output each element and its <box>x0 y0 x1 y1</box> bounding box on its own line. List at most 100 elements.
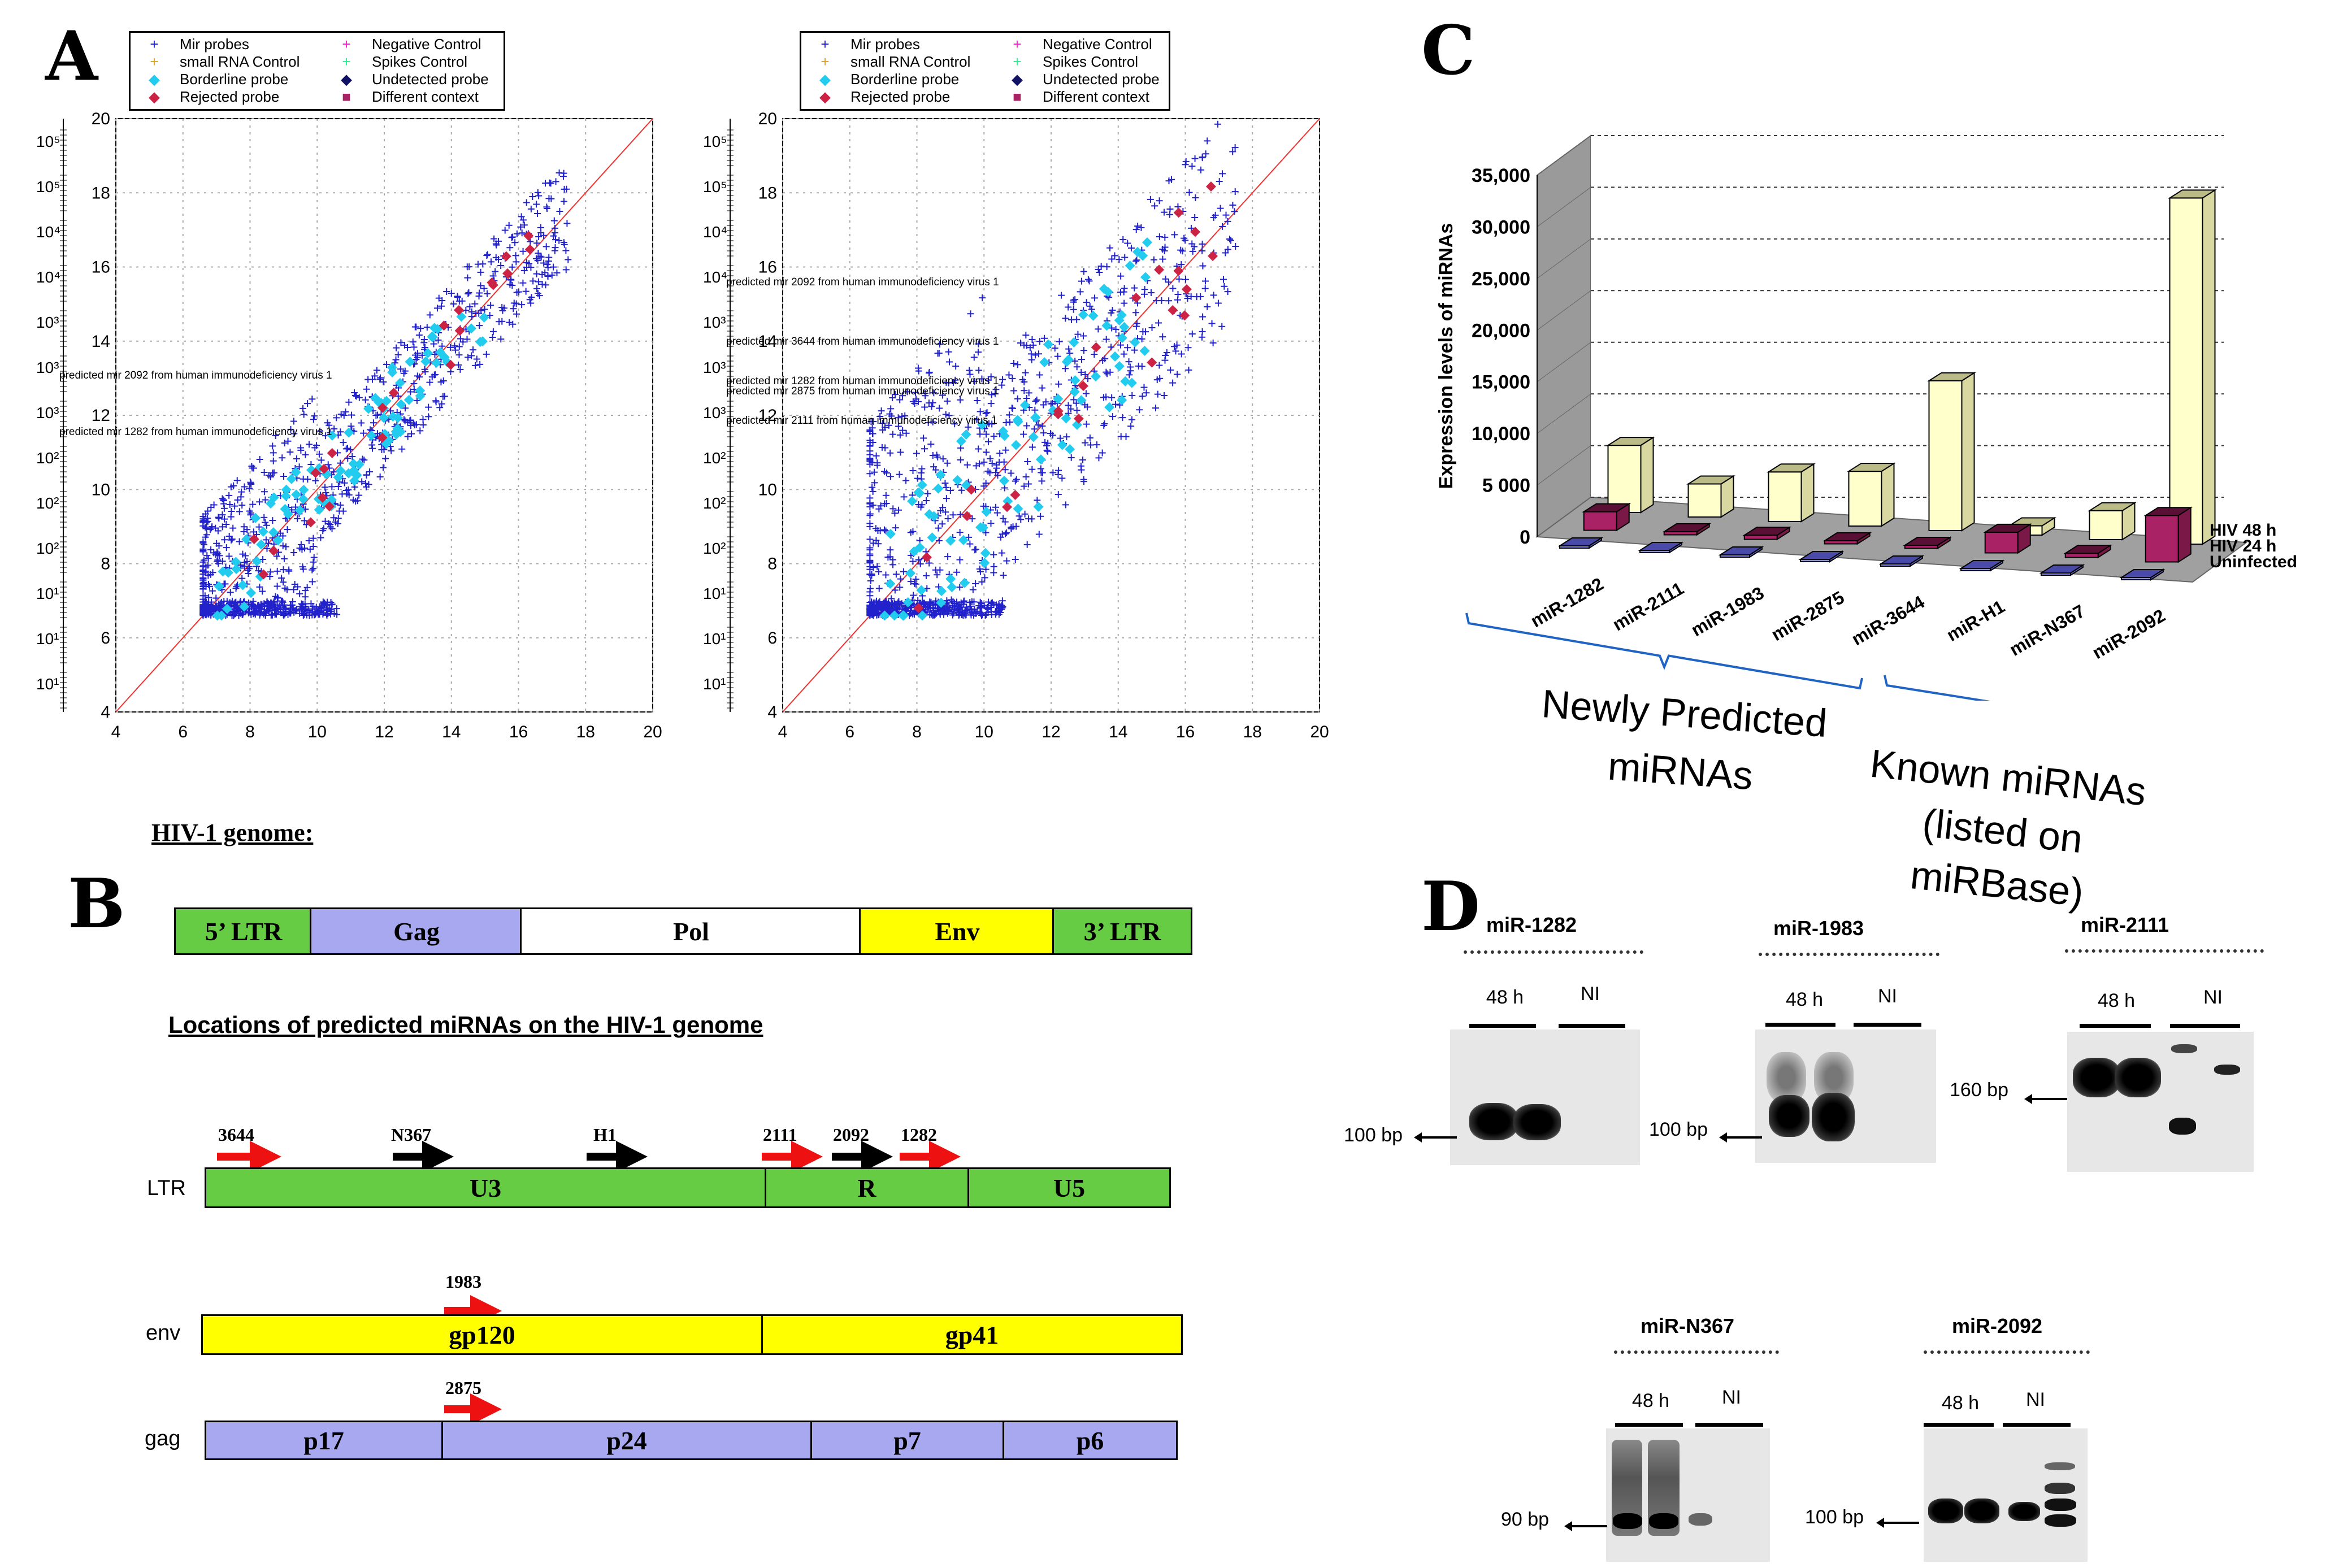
mir-probe-point <box>944 459 951 467</box>
mir-probe-point <box>393 344 400 351</box>
bar-hiv-48-h-mir-3644 <box>1928 380 1963 531</box>
mir-probe-point <box>246 565 253 572</box>
mir-probe-point <box>875 585 883 592</box>
rejected-probe-point <box>1078 381 1088 392</box>
mir-probe-point <box>949 611 956 619</box>
mir-probe-point <box>914 364 922 372</box>
mir-probe-point <box>279 542 287 550</box>
legend-symbol-icon: ■ <box>1013 88 1022 105</box>
mir-probe-point <box>267 568 274 576</box>
mir-probe-point <box>264 602 272 610</box>
legend-label: Different context <box>372 88 479 105</box>
mir-probe-point <box>199 585 207 592</box>
mir-probe-point <box>964 461 971 468</box>
bar-side-face <box>1961 372 1975 532</box>
x-tick-label: 14 <box>1109 723 1127 741</box>
log-tick-label: 10² <box>703 494 726 512</box>
mir-probe-point <box>489 334 496 341</box>
bar-hiv-24-h-mir-1282 <box>1583 511 1617 531</box>
mir-probe-point <box>210 549 218 557</box>
mir-probe-point <box>923 497 930 505</box>
lane-bar <box>1924 1423 1994 1427</box>
mir-probe-point <box>205 562 212 569</box>
mir-probe-point <box>371 372 379 380</box>
mir-probe-point <box>1080 347 1087 354</box>
mir-probe-point <box>340 439 347 446</box>
mir-probe-point <box>298 546 306 553</box>
x-tick-label: 20 <box>1310 723 1329 741</box>
mir-probe-point <box>523 199 530 206</box>
mir-probe-point <box>945 348 952 355</box>
lane-bar <box>1854 1023 1921 1027</box>
rejected-probe-point <box>502 268 513 279</box>
borderline-probe-point <box>1110 351 1121 362</box>
mir-probe-point <box>344 455 351 462</box>
mir-probe-point <box>238 575 246 582</box>
gel-image-mir-2111 <box>2067 1032 2254 1172</box>
mir-probe-point <box>518 301 526 309</box>
mir-probe-point <box>373 367 380 374</box>
mir-probe-point <box>481 306 488 313</box>
borderline-probe-point <box>1088 310 1099 321</box>
mir-probe-point <box>279 532 287 540</box>
mir-probe-point <box>1082 390 1090 397</box>
mir-probe-point <box>897 449 904 456</box>
mir-probe-point <box>236 538 243 545</box>
mir-probe-point <box>979 294 986 302</box>
borderline-probe-point <box>945 535 956 546</box>
mir-probe-point <box>1051 345 1058 352</box>
mir-probe-point <box>1023 541 1031 548</box>
borderline-probe-point <box>1069 337 1079 348</box>
mir-probe-point <box>489 272 497 280</box>
mir-probe-point <box>1152 405 1160 412</box>
mir-probe-point <box>334 520 341 527</box>
borderline-probe-point <box>415 390 426 401</box>
mir-probe-point <box>221 515 228 523</box>
borderline-probe-point <box>427 331 437 342</box>
lane-label-48h: 48 h <box>1631 1390 1670 1411</box>
mir-probe-point <box>896 471 903 478</box>
mir-probe-point <box>930 389 938 397</box>
borderline-probe-point <box>879 610 890 621</box>
mir-probe-point <box>882 571 889 579</box>
mir-probe-point <box>1034 422 1042 429</box>
mir-probe-point <box>965 423 972 431</box>
mir-probe-point <box>248 480 255 487</box>
mir-probe-point <box>974 608 982 615</box>
mir-probe-point <box>876 598 883 606</box>
mir-probe-point <box>544 260 551 268</box>
mir-probe-point <box>319 527 327 535</box>
mir-probe-point <box>1038 384 1045 392</box>
mir-probe-point <box>256 498 263 506</box>
mir-probe-point <box>228 536 235 544</box>
mir-probe-point <box>1150 256 1157 263</box>
mir-probe-point <box>871 479 878 487</box>
mir-probe-point <box>988 420 996 428</box>
chart-category-label: miR-3644 <box>1848 592 1928 649</box>
mir-probe-point <box>1185 366 1192 373</box>
mir-probe-point <box>1219 223 1226 230</box>
borderline-probe-point <box>333 472 344 483</box>
size-label: 100 bp <box>1344 1124 1403 1146</box>
mir-probe-point <box>866 588 874 596</box>
mir-probe-point <box>533 201 540 208</box>
mir-probe-point <box>259 588 266 595</box>
rejected-probe-point <box>1190 227 1201 237</box>
mir-probe-point <box>1006 419 1013 426</box>
chart-y-tick-label: 30,000 <box>1472 216 1530 238</box>
borderline-probe-point <box>405 357 415 367</box>
size-label: 100 bp <box>1649 1119 1708 1140</box>
mir-probe-point <box>1067 405 1074 412</box>
mir-probe-point <box>234 496 241 503</box>
probe-annotation: predicted mir 2092 from human immunodefi… <box>726 276 999 288</box>
mir-probe-point <box>1040 429 1047 437</box>
mir-probe-point <box>362 396 369 403</box>
mir-probe-point <box>416 427 424 435</box>
mir-probe-point <box>1106 368 1114 376</box>
mir-probe-point <box>1121 254 1129 261</box>
mir-probe-point <box>287 610 294 617</box>
mir-probe-point <box>1087 441 1094 449</box>
borderline-probe-point <box>980 548 991 558</box>
x-tick-label: 16 <box>1176 723 1195 741</box>
mir-probe-point <box>896 396 904 403</box>
